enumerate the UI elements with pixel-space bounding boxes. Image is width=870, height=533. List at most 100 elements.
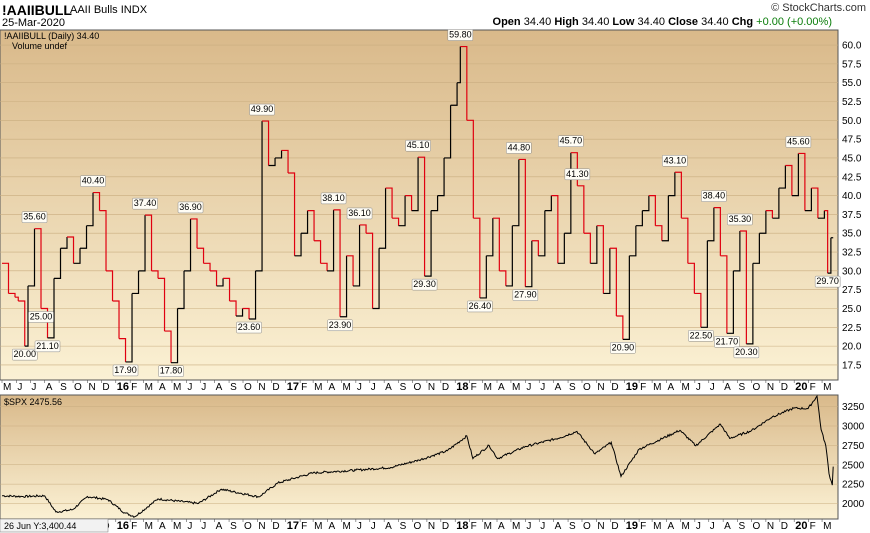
series-segment (99, 210, 107, 271)
brand-logo[interactable]: © StockCharts.com (771, 2, 866, 14)
x-tick-label: 20 (795, 520, 807, 532)
x-tick-label: 16 (117, 381, 129, 393)
series-segment (216, 278, 224, 287)
series-segment (34, 228, 42, 309)
x-tick-label: J (371, 521, 376, 532)
x-tick-label: A (498, 382, 505, 393)
x-tick-label: J (696, 382, 701, 393)
x-tick-label: M (173, 382, 181, 393)
data-label-box (662, 155, 688, 167)
data-label-box (512, 289, 539, 301)
series-segment (86, 192, 94, 227)
series-segment (674, 171, 682, 219)
x-tick-label: O (244, 521, 252, 532)
x-tick-label: M (342, 521, 350, 532)
series-segment (346, 255, 354, 286)
series-segment (778, 165, 786, 189)
series-segment (827, 237, 832, 274)
series-segment (450, 82, 458, 106)
x-tick-label: A (159, 382, 166, 393)
footer-label-box (0, 518, 109, 533)
x-tick-label: A (555, 382, 562, 393)
x-tick-label: D (781, 521, 788, 532)
x-tick-label: M (484, 382, 492, 393)
x-tick-label: S (230, 521, 237, 532)
series-segment (288, 172, 296, 256)
data-label-box (21, 211, 48, 223)
series-segment (151, 270, 159, 279)
x-tick-label: F (471, 382, 477, 393)
chg-label: Chg (731, 16, 754, 28)
series-segment (418, 156, 426, 277)
y-tick-label: 2750 (842, 441, 865, 452)
series-segment (785, 164, 793, 196)
x-tick-label: A (159, 521, 166, 532)
data-label-box (610, 342, 636, 354)
y-tick-label: 57.5 (842, 59, 862, 70)
x-tick-label: A (668, 521, 675, 532)
series-segment (583, 232, 591, 264)
series-segment (229, 300, 237, 317)
data-label-box (733, 346, 760, 359)
x-tick-label: 17 (287, 381, 299, 393)
y-tick-label: 37.5 (842, 210, 862, 221)
data-label-box (814, 275, 841, 288)
series-segment (648, 194, 656, 226)
x-tick-label: A (724, 521, 731, 532)
x-tick-label: J (31, 382, 36, 393)
x-tick-label: M (173, 521, 181, 532)
series-segment (411, 157, 419, 212)
data-label: 35.30 (729, 214, 752, 224)
spx-plot-area (0, 394, 839, 520)
x-tick-label: D (102, 382, 109, 393)
y-tick-label: 42.5 (842, 172, 862, 183)
x-tick-label: M (484, 521, 492, 532)
data-label: 17.90 (114, 365, 137, 375)
main-legend: !AAIIBULL (Daily) 34.40 (4, 31, 99, 41)
x-tick-label: F (131, 521, 137, 532)
x-tick-label: J (357, 521, 362, 532)
x-tick-label: S (60, 382, 67, 393)
data-label-box (727, 213, 753, 226)
x-tick-label: F (640, 521, 646, 532)
data-label: 21.10 (36, 341, 59, 351)
x-tick-label: J (201, 521, 206, 532)
series-segment (642, 195, 650, 212)
series-segment (171, 308, 179, 364)
series-segment (457, 46, 461, 84)
series-segment (112, 300, 120, 339)
chart-header: !AAIIBULL AAII Bulls INDX 25-Mar-2020 © … (0, 0, 870, 30)
x-tick-label: O (752, 521, 760, 532)
series-segment (505, 225, 513, 287)
x-tick-label: J (201, 382, 206, 393)
low-value: 34.40 (637, 16, 666, 28)
x-tick-label: 19 (626, 381, 638, 393)
data-label: 45.70 (560, 136, 583, 146)
series-segment (392, 217, 400, 226)
y-tick-label: 60.0 (842, 41, 862, 52)
x-tick-label: M (145, 521, 153, 532)
y-tick-label: 17.5 (842, 360, 862, 371)
series-segment (405, 194, 413, 211)
x-tick-label: J (187, 382, 192, 393)
series-segment (249, 270, 257, 320)
series-segment (765, 210, 773, 219)
data-label-box (177, 201, 204, 214)
chg-value: +0.00 (+0.00%) (756, 16, 832, 28)
series-segment (119, 338, 127, 362)
series-segment (437, 157, 445, 197)
data-label-box (506, 142, 532, 154)
description-text: AAII Bulls (70, 4, 118, 16)
series-segment (327, 209, 335, 272)
x-tick-label: O (583, 521, 591, 532)
data-label-box (320, 192, 347, 205)
data-label-box (564, 168, 591, 181)
x-tick-label: M (314, 521, 322, 532)
x-tick-label: O (413, 382, 421, 393)
series-segment (424, 210, 432, 277)
series-segment (203, 262, 211, 271)
data-label-box (785, 136, 812, 148)
data-label-box (411, 278, 438, 291)
data-label-box (701, 190, 727, 202)
data-label-box (12, 348, 38, 361)
